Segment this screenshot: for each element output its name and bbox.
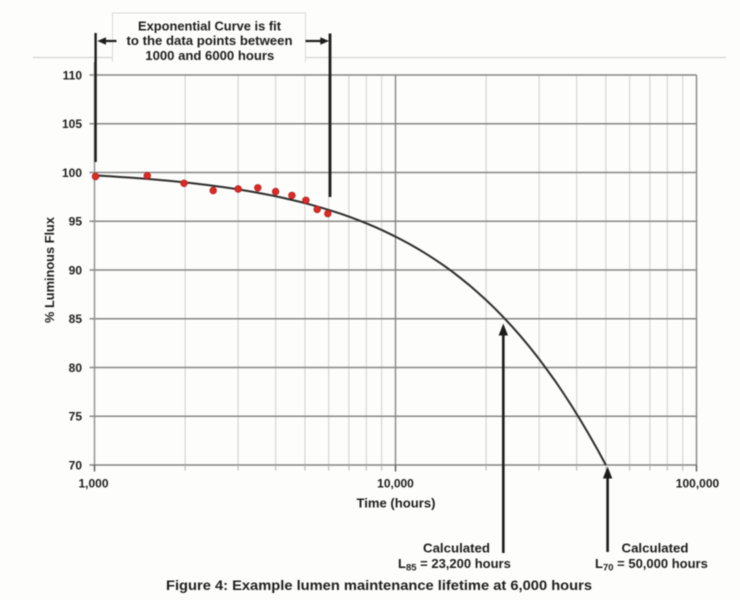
svg-text:105: 105 xyxy=(62,117,82,131)
svg-text:Figure 4: Example lumen mainte: Figure 4: Example lumen maintenance life… xyxy=(166,577,592,593)
svg-text:80: 80 xyxy=(69,361,83,375)
svg-text:75: 75 xyxy=(69,410,83,424)
svg-text:100: 100 xyxy=(62,166,82,180)
svg-text:85: 85 xyxy=(69,312,83,326)
svg-text:10,000: 10,000 xyxy=(377,477,414,491)
svg-text:110: 110 xyxy=(63,68,83,82)
svg-text:90: 90 xyxy=(69,263,83,277)
svg-text:Calculated: Calculated xyxy=(622,540,689,555)
svg-text:L70 = 50,000 hours: L70 = 50,000 hours xyxy=(595,556,708,574)
svg-text:95: 95 xyxy=(69,215,83,229)
svg-text:% Luminous Flux: % Luminous Flux xyxy=(42,216,57,323)
svg-text:to the data points between: to the data points between xyxy=(127,33,293,48)
svg-text:L85 = 23,200 hours: L85 = 23,200 hours xyxy=(398,556,511,574)
svg-text:Exponential Curve is fit: Exponential Curve is fit xyxy=(138,18,282,33)
svg-text:Calculated: Calculated xyxy=(423,540,490,555)
svg-text:1000 and 6000 hours: 1000 and 6000 hours xyxy=(145,48,274,63)
svg-text:70: 70 xyxy=(69,458,83,472)
svg-text:Time (hours): Time (hours) xyxy=(357,496,436,511)
svg-text:100,000: 100,000 xyxy=(676,477,720,491)
svg-text:1,000: 1,000 xyxy=(78,477,108,491)
